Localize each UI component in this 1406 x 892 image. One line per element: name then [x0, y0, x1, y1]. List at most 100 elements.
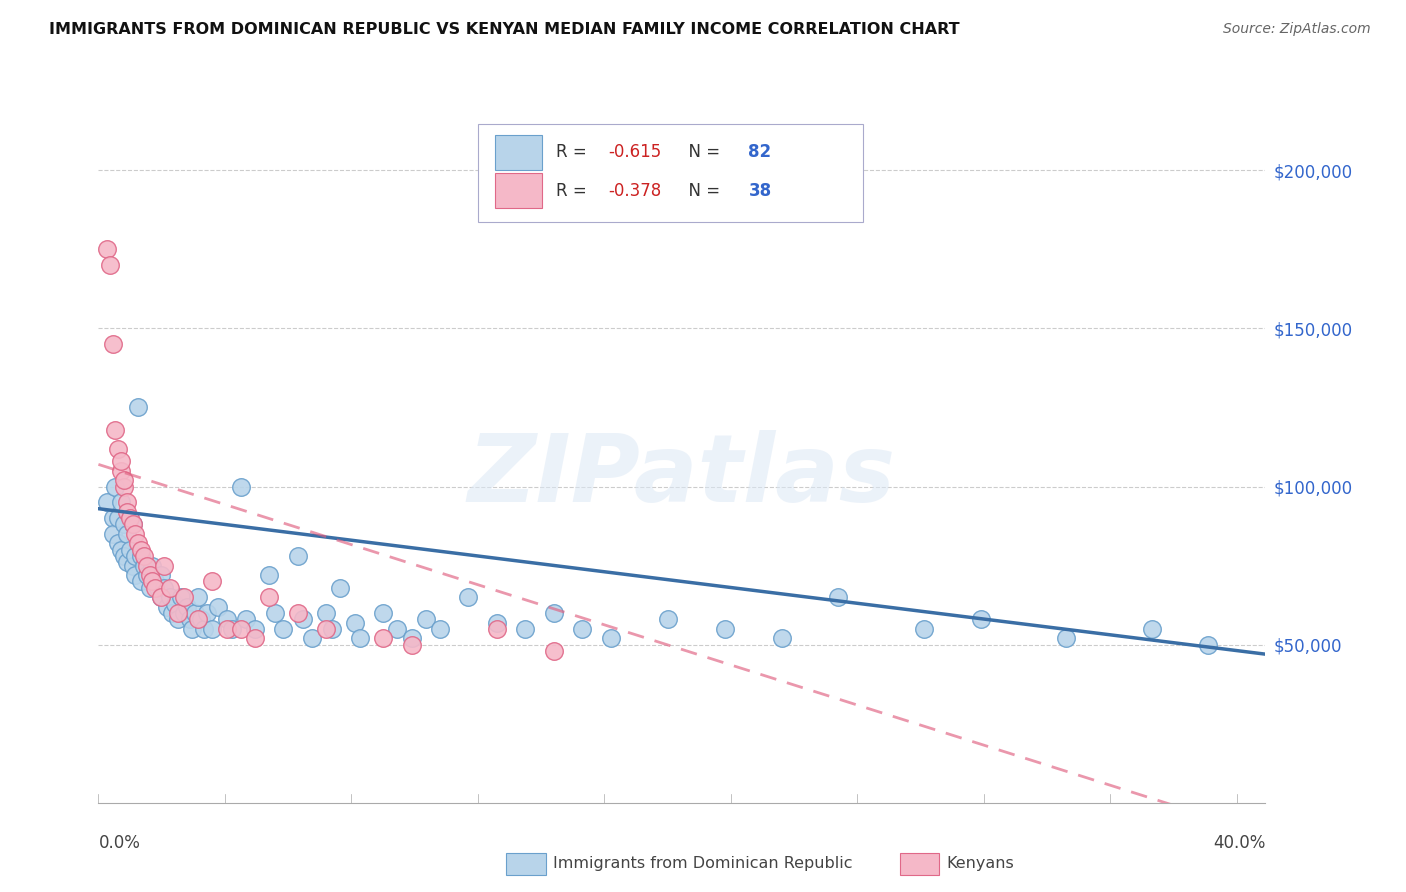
- Point: [150, 568, 173, 582]
- Text: 40.0%: 40.0%: [1213, 834, 1265, 852]
- Point: [112, 473, 135, 487]
- Point: [1054, 632, 1077, 646]
- Point: [257, 591, 280, 605]
- Point: [143, 574, 166, 589]
- Point: [970, 612, 993, 626]
- Point: [115, 495, 138, 509]
- Point: [770, 632, 793, 646]
- Point: [1198, 638, 1220, 652]
- Point: [201, 574, 224, 589]
- Point: [129, 574, 152, 589]
- Point: [107, 511, 129, 525]
- Point: [173, 591, 195, 605]
- Point: [599, 632, 621, 646]
- Text: R =: R =: [555, 182, 592, 200]
- Point: [287, 606, 309, 620]
- Point: [124, 568, 146, 582]
- Point: [315, 606, 337, 620]
- Point: [543, 644, 565, 658]
- Point: [121, 558, 143, 573]
- Point: [107, 536, 129, 550]
- Point: [138, 581, 160, 595]
- Point: [150, 591, 173, 605]
- Point: [112, 517, 135, 532]
- Point: [457, 591, 479, 605]
- Point: [273, 622, 295, 636]
- Point: [1140, 622, 1163, 636]
- Point: [193, 622, 215, 636]
- Point: [101, 527, 124, 541]
- Point: [215, 622, 238, 636]
- Point: [159, 581, 181, 595]
- Point: [201, 622, 224, 636]
- Text: 82: 82: [748, 144, 772, 161]
- Point: [96, 243, 118, 257]
- Point: [124, 549, 146, 563]
- Point: [127, 536, 149, 550]
- Point: [343, 615, 366, 630]
- Point: [101, 337, 124, 351]
- Point: [401, 638, 423, 652]
- Point: [110, 542, 132, 557]
- Point: [292, 612, 315, 626]
- Point: [162, 606, 184, 620]
- Point: [257, 568, 280, 582]
- Text: Kenyans: Kenyans: [946, 856, 1014, 871]
- Point: [401, 632, 423, 646]
- Point: [195, 606, 218, 620]
- Point: [143, 581, 166, 595]
- Text: N =: N =: [679, 144, 725, 161]
- Point: [156, 599, 179, 614]
- Point: [229, 622, 252, 636]
- Point: [571, 622, 593, 636]
- Point: [129, 542, 152, 557]
- Point: [167, 606, 190, 620]
- Point: [349, 632, 371, 646]
- Point: [170, 591, 193, 605]
- Point: [827, 591, 849, 605]
- Point: [153, 558, 176, 573]
- Point: [329, 581, 352, 595]
- Text: 0.0%: 0.0%: [98, 834, 141, 852]
- Point: [165, 597, 187, 611]
- Text: Immigrants from Dominican Republic: Immigrants from Dominican Republic: [553, 856, 852, 871]
- Point: [98, 258, 121, 272]
- Point: [243, 622, 266, 636]
- Point: [110, 454, 132, 468]
- Point: [96, 495, 118, 509]
- Point: [173, 606, 195, 620]
- Point: [184, 606, 207, 620]
- Text: R =: R =: [555, 144, 592, 161]
- Point: [112, 479, 135, 493]
- Point: [141, 574, 163, 589]
- Point: [315, 622, 337, 636]
- Point: [187, 591, 209, 605]
- Point: [115, 505, 138, 519]
- FancyBboxPatch shape: [495, 173, 541, 208]
- Point: [124, 527, 146, 541]
- Point: [181, 622, 204, 636]
- FancyBboxPatch shape: [495, 135, 541, 169]
- FancyBboxPatch shape: [478, 124, 863, 222]
- Point: [321, 622, 343, 636]
- Point: [264, 606, 287, 620]
- Point: [515, 622, 537, 636]
- Point: [101, 511, 124, 525]
- Point: [713, 622, 735, 636]
- Point: [215, 612, 238, 626]
- Point: [104, 479, 127, 493]
- Point: [543, 606, 565, 620]
- Point: [107, 442, 129, 456]
- Point: [243, 632, 266, 646]
- Point: [387, 622, 409, 636]
- Point: [179, 612, 201, 626]
- Point: [229, 479, 252, 493]
- Point: [135, 568, 157, 582]
- Point: [115, 556, 138, 570]
- Point: [141, 558, 163, 573]
- Point: [167, 612, 190, 626]
- Point: [118, 542, 141, 557]
- Point: [159, 591, 181, 605]
- Text: ZIPatlas: ZIPatlas: [468, 430, 896, 522]
- Text: -0.615: -0.615: [609, 144, 662, 161]
